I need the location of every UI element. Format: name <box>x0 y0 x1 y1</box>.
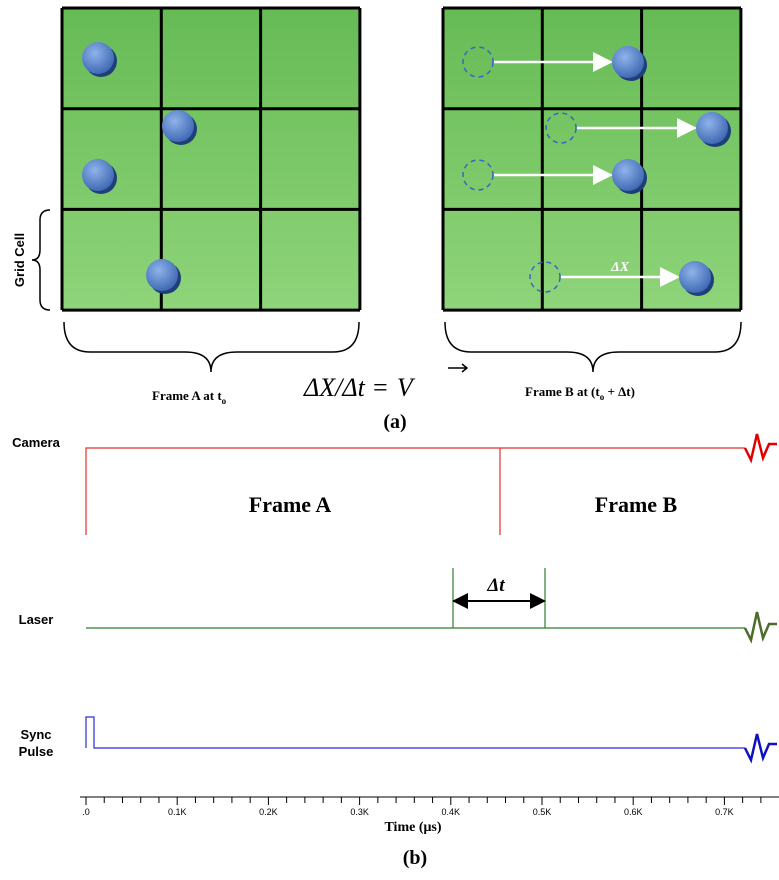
ball <box>679 261 711 293</box>
axis-title: Time (μs) <box>384 820 441 835</box>
ball <box>82 42 114 74</box>
break-mark <box>745 734 777 760</box>
tick-label: 0.4K <box>442 807 461 817</box>
equation: ΔX/Δt =V <box>303 373 416 402</box>
tick-label: .0 <box>82 807 90 817</box>
signal-label: Camera <box>12 435 60 450</box>
frame-label: Frame B <box>595 492 678 517</box>
ball <box>696 112 728 144</box>
ball <box>612 46 644 78</box>
diagram: ΔX Grid Cell Frame A at to ΔX/Δt =V Fram… <box>0 0 779 880</box>
tick-label: 0.1K <box>168 807 187 817</box>
brace <box>32 210 50 310</box>
signal-label: Laser <box>19 612 54 627</box>
laser-signal <box>86 568 745 628</box>
break-mark <box>745 612 777 640</box>
grids: ΔX <box>62 8 741 310</box>
tick-label: 0.7K <box>715 807 734 817</box>
brace <box>445 322 741 372</box>
signal-label: Sync <box>20 727 51 742</box>
break-mark <box>745 434 777 460</box>
tick-label: 0.2K <box>259 807 278 817</box>
ball <box>82 159 114 191</box>
vector-arrow <box>448 364 467 372</box>
ball <box>162 110 194 142</box>
tick-label: 0.3K <box>350 807 369 817</box>
caption: (b) <box>403 847 427 869</box>
ball <box>612 159 644 191</box>
signal-label: Pulse <box>19 744 54 759</box>
sync-signal <box>86 717 745 748</box>
brace <box>64 322 359 372</box>
grid-cell-label: Grid Cell <box>12 233 27 287</box>
frame-a-label: Frame A at to <box>152 388 227 406</box>
frame-b-label: Frame B at (to + Δt) <box>525 384 635 402</box>
delta-t-label: Δt <box>486 575 505 596</box>
caption: (a) <box>383 411 406 433</box>
frame-label: Frame A <box>249 492 332 517</box>
axis-ticks: .0 0.1K 0.2K 0.3K 0.4K 0.5K 0.6K 0.7K <box>82 797 761 817</box>
delta-x-label: ΔX <box>610 260 630 275</box>
tick-label: 0.6K <box>624 807 643 817</box>
ball <box>146 259 178 291</box>
tick-label: 0.5K <box>533 807 552 817</box>
